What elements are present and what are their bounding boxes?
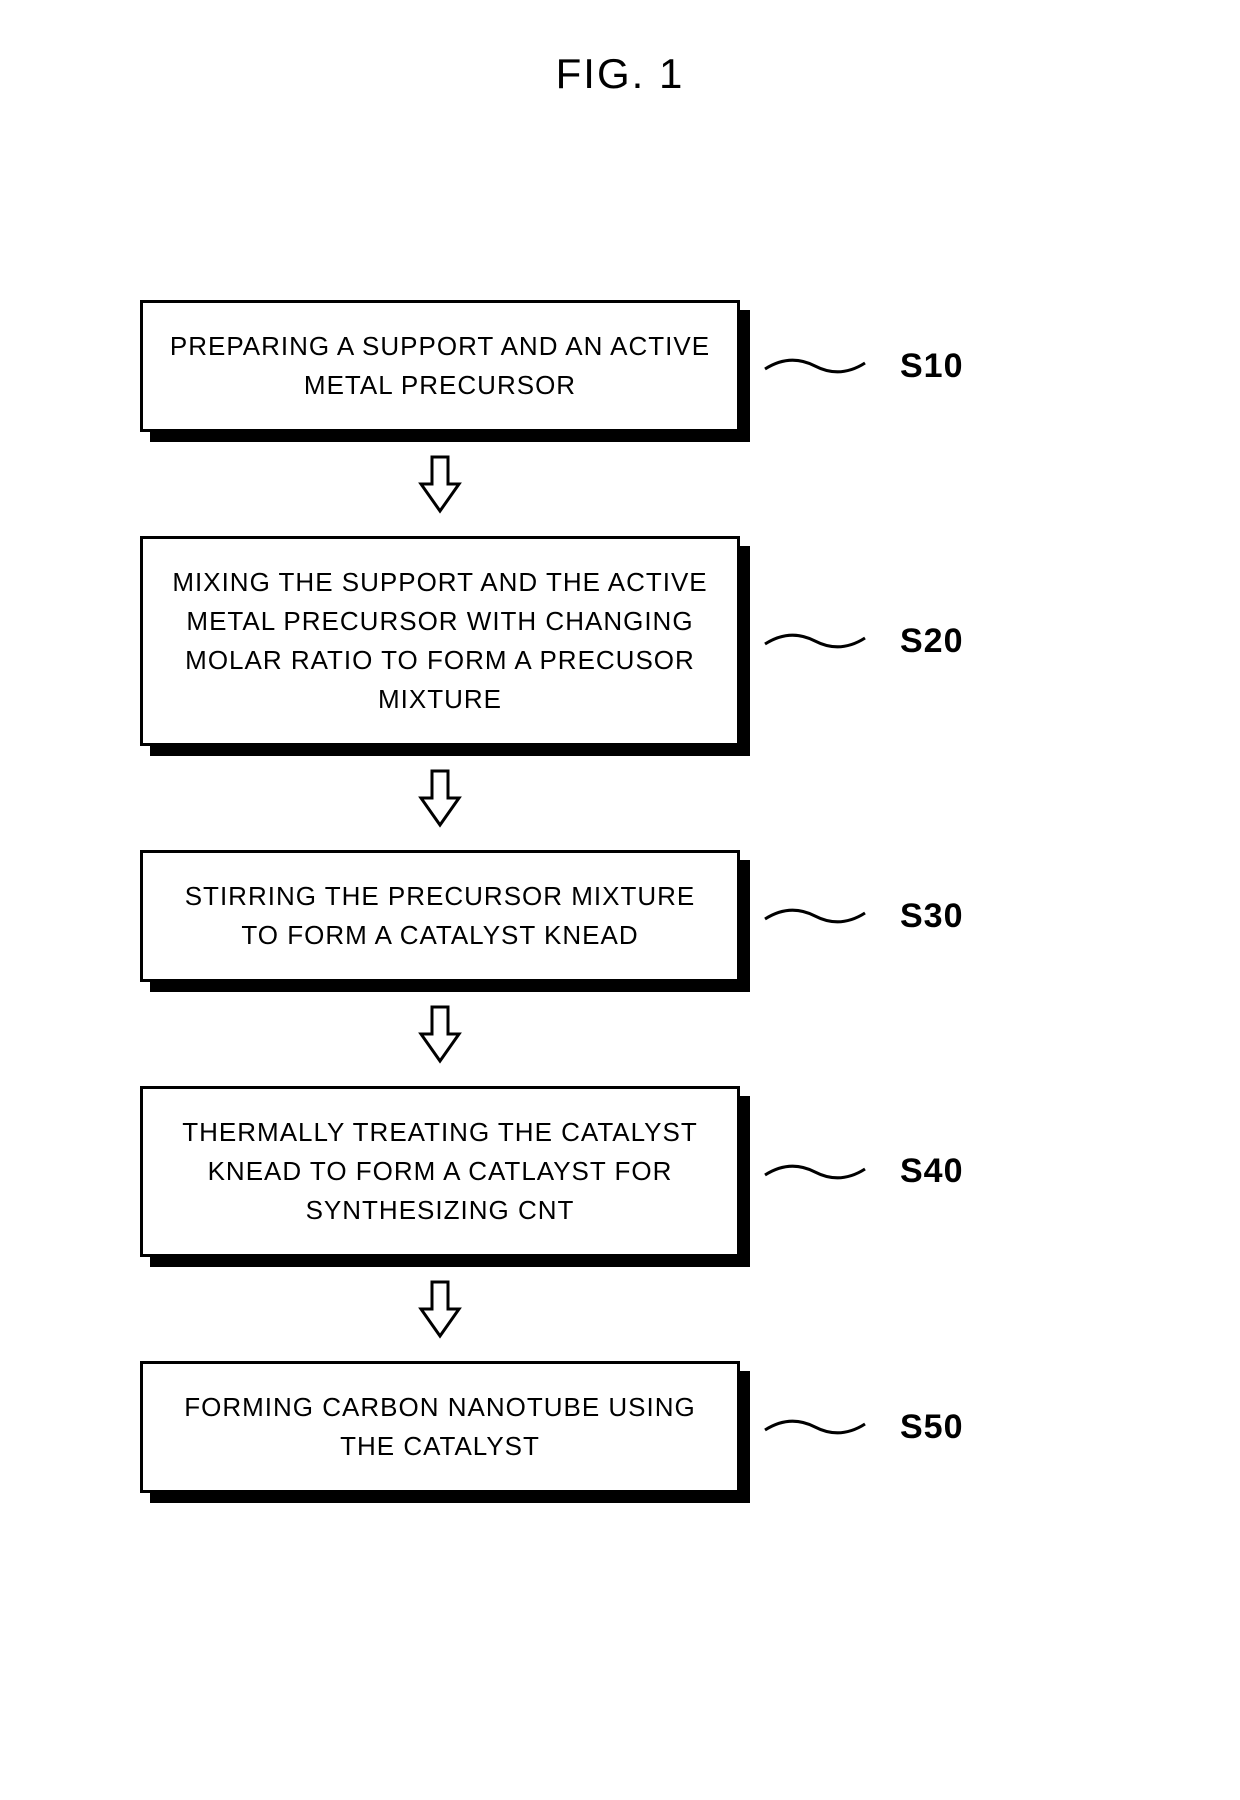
step-text: STIRRING THE PRECURSOR MIXTURE TO FORM A… [163,877,717,955]
figure-title: FIG. 1 [556,50,685,98]
step-label-s30: S30 [900,897,964,936]
arrow-row [140,432,740,536]
step-box-s30: STIRRING THE PRECURSOR MIXTURE TO FORM A… [140,850,740,982]
tilde-connector [760,351,870,381]
connector [740,901,900,931]
arrow-row [140,746,740,850]
box-wrap: STIRRING THE PRECURSOR MIXTURE TO FORM A… [140,850,740,982]
step-text: MIXING THE SUPPORT AND THE ACTIVE METAL … [163,563,717,719]
down-arrow-icon [415,768,465,828]
flowchart-container: PREPARING A SUPPORT AND AN ACTIVE METAL … [140,300,1100,1493]
step-label-s40: S40 [900,1152,964,1191]
down-arrow-icon [415,1279,465,1339]
step-box-s40: THERMALLY TREATING THE CATALYST KNEAD TO… [140,1086,740,1257]
connector [740,1157,900,1187]
connector [740,626,900,656]
step-row: MIXING THE SUPPORT AND THE ACTIVE METAL … [140,536,1100,746]
step-label-s50: S50 [900,1408,964,1447]
tilde-connector [760,901,870,931]
down-arrow-icon [415,1004,465,1064]
box-wrap: FORMING CARBON NANOTUBE USING THE CATALY… [140,1361,740,1493]
box-wrap: THERMALLY TREATING THE CATALYST KNEAD TO… [140,1086,740,1257]
arrow-row [140,982,740,1086]
step-row: STIRRING THE PRECURSOR MIXTURE TO FORM A… [140,850,1100,982]
step-box-s50: FORMING CARBON NANOTUBE USING THE CATALY… [140,1361,740,1493]
connector [740,1412,900,1442]
step-row: THERMALLY TREATING THE CATALYST KNEAD TO… [140,1086,1100,1257]
step-label-s10: S10 [900,347,964,386]
step-label-s20: S20 [900,622,964,661]
step-box-s10: PREPARING A SUPPORT AND AN ACTIVE METAL … [140,300,740,432]
step-text: PREPARING A SUPPORT AND AN ACTIVE METAL … [163,327,717,405]
step-row: PREPARING A SUPPORT AND AN ACTIVE METAL … [140,300,1100,432]
connector [740,351,900,381]
tilde-connector [760,626,870,656]
down-arrow-icon [415,454,465,514]
step-text: FORMING CARBON NANOTUBE USING THE CATALY… [163,1388,717,1466]
step-box-s20: MIXING THE SUPPORT AND THE ACTIVE METAL … [140,536,740,746]
tilde-connector [760,1157,870,1187]
box-wrap: PREPARING A SUPPORT AND AN ACTIVE METAL … [140,300,740,432]
arrow-row [140,1257,740,1361]
step-row: FORMING CARBON NANOTUBE USING THE CATALY… [140,1361,1100,1493]
tilde-connector [760,1412,870,1442]
step-text: THERMALLY TREATING THE CATALYST KNEAD TO… [163,1113,717,1230]
box-wrap: MIXING THE SUPPORT AND THE ACTIVE METAL … [140,536,740,746]
